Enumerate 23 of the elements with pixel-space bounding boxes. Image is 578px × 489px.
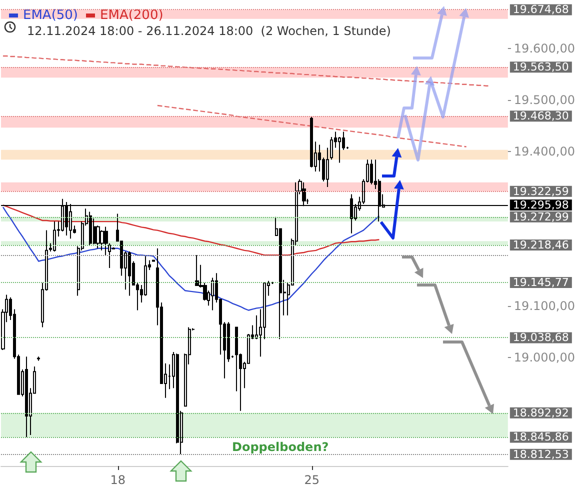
annotation: Doppelboden?: [232, 440, 329, 454]
x-tick-label: 25: [304, 473, 320, 487]
legend-label: EMA(200): [100, 8, 164, 23]
ref-line-label: 19.145,77: [512, 276, 569, 290]
ref-line-label: 18.812,53: [512, 448, 569, 461]
y-tick-label: 19.400,00: [514, 144, 576, 158]
ref-line-label: 19.563,50: [512, 60, 569, 74]
ref-line-label: 18.892,92: [512, 406, 569, 420]
ref-line-label: 19.674,68: [512, 3, 569, 16]
ref-line-label: 19.322,59: [512, 184, 569, 198]
x-tick-label: 18: [110, 473, 126, 487]
y-tick-label: 19.600,00: [514, 41, 576, 56]
y-tick-label: 19.500,00: [514, 92, 576, 107]
text: 12.11.2024 18:00 - 26.11.2024 18:00 (2 Wochen, 1 Stunde): [27, 24, 391, 38]
ref-line-label: 19.218,46: [512, 238, 569, 252]
legend-label: EMA(50): [23, 8, 78, 23]
y-tick-label: 19.100,00: [514, 299, 576, 314]
ref-line-label: 19.272,99: [512, 210, 569, 224]
ref-line-label: 19.295,98: [512, 198, 569, 212]
ref-line-label: 19.468,30: [512, 110, 569, 123]
ref-line-label: 18.845,86: [512, 430, 569, 444]
ref-line-label: 19.038,68: [512, 331, 569, 344]
y-tick-label: 19.000,00: [514, 350, 576, 365]
